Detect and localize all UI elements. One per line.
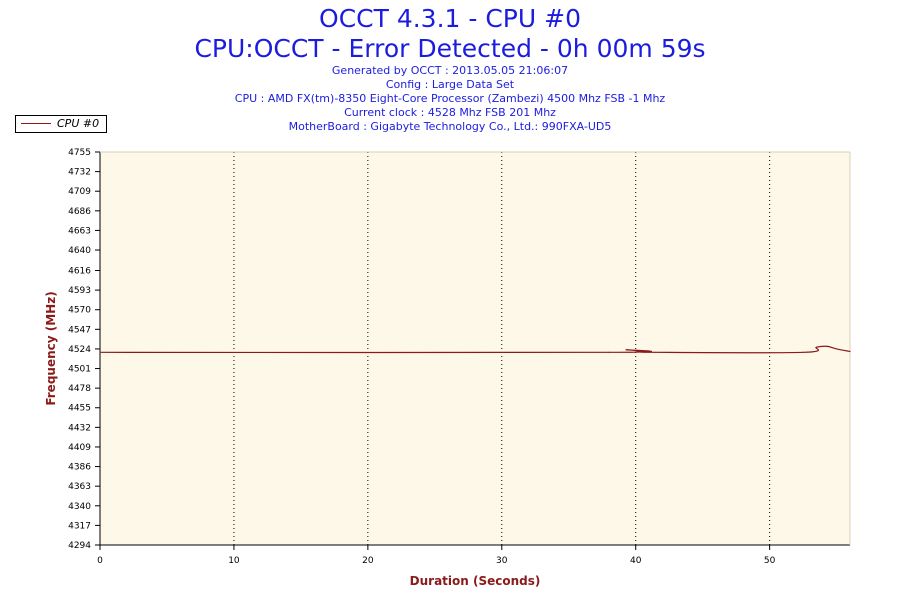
info-line-config: Config : Large Data Set <box>385 78 515 91</box>
y-axis-title: Frequency (MHz) <box>44 291 58 405</box>
y-tick-label: 4478 <box>68 384 91 394</box>
x-tick-label: 50 <box>764 556 776 566</box>
x-tick-label: 0 <box>97 556 103 566</box>
x-tick-label: 20 <box>362 556 374 566</box>
y-tick-label: 4409 <box>68 443 91 453</box>
y-tick-label: 4386 <box>68 463 91 473</box>
info-line-clock: Current clock : 4528 Mhz FSB 201 Mhz <box>344 106 556 119</box>
y-tick-label: 4294 <box>68 541 91 551</box>
y-tick-label: 4663 <box>68 226 91 236</box>
y-tick-label: 4317 <box>68 521 91 531</box>
y-tick-label: 4640 <box>68 246 91 256</box>
y-tick-label: 4340 <box>68 502 91 512</box>
y-tick-label: 4455 <box>68 404 91 414</box>
x-axis-title: Duration (Seconds) <box>410 574 541 588</box>
series-point <box>625 349 627 351</box>
chart-header: OCCT 4.3.1 - CPU #0 CPU:OCCT - Error Det… <box>0 4 900 134</box>
series-point <box>99 351 101 353</box>
y-tick-label: 4593 <box>68 286 91 296</box>
series-point <box>849 350 851 353</box>
y-tick-label: 4755 <box>68 148 91 158</box>
info-line-cpu: CPU : AMD FX(tm)-8350 Eight-Core Process… <box>234 92 666 105</box>
plot-area <box>100 152 850 545</box>
y-tick-label: 4732 <box>68 168 91 178</box>
series-point <box>802 351 804 353</box>
series-point <box>608 351 610 353</box>
series-point <box>836 348 838 350</box>
chart-subtitle: CPU:OCCT - Error Detected - 0h 00m 59s <box>194 34 706 63</box>
y-tick-label: 4686 <box>68 207 91 217</box>
x-tick-label: 40 <box>630 556 642 566</box>
series-point <box>826 345 828 347</box>
x-tick-label: 30 <box>496 556 508 566</box>
y-tick-label: 4570 <box>68 306 91 316</box>
x-tick-label: 10 <box>228 556 240 566</box>
info-line-generated: Generated by OCCT : 2013.05.05 21:06:07 <box>331 64 569 77</box>
chart-legend: CPU #0 <box>15 115 107 133</box>
series-point <box>655 351 657 353</box>
series-point <box>641 350 644 353</box>
info-line-motherboard: MotherBoard : Gigabyte Technology Co., L… <box>288 120 612 133</box>
y-tick-label: 4363 <box>68 482 91 492</box>
y-tick-label: 4432 <box>68 423 91 433</box>
y-tick-label: 4501 <box>68 365 91 375</box>
legend-swatch-cpu0 <box>21 123 51 124</box>
y-tick-label: 4524 <box>68 345 91 355</box>
y-tick-label: 4616 <box>68 266 91 276</box>
chart-title: OCCT 4.3.1 - CPU #0 <box>319 4 581 33</box>
y-tick-label: 4709 <box>68 187 91 197</box>
y-tick-label: 4547 <box>68 325 91 335</box>
series-point <box>815 346 818 348</box>
legend-label-cpu0: CPU #0 <box>57 117 100 130</box>
